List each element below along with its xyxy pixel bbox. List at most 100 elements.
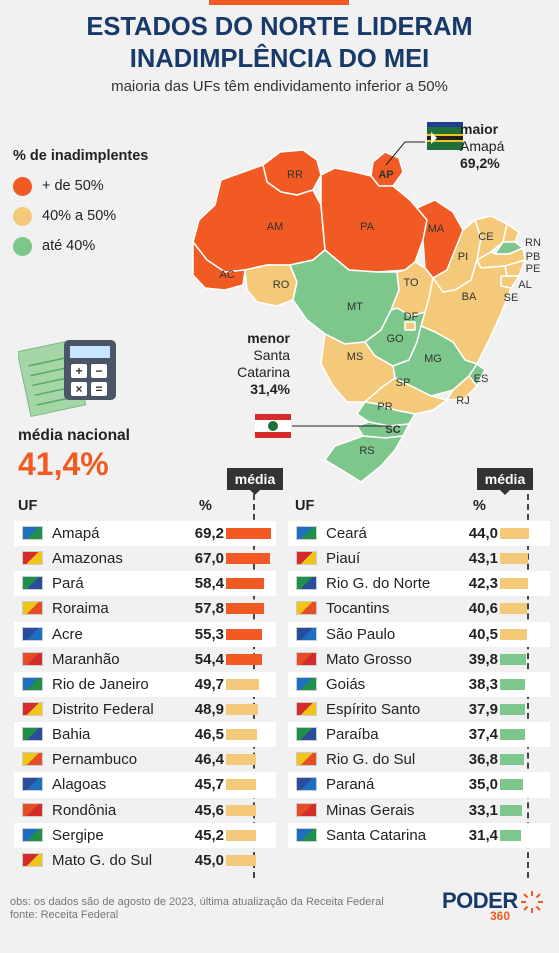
- state-name: Rio de Janeiro: [52, 675, 149, 693]
- value-bar: [226, 854, 256, 866]
- legend-item-mid: 40% a 50%: [13, 206, 116, 226]
- legend-item-low: até 40%: [13, 236, 95, 256]
- state-flag-icon: [296, 777, 317, 792]
- state-value: 38,3: [468, 675, 498, 693]
- logo-number: 360: [490, 909, 511, 923]
- map-label-RO: RO: [273, 279, 290, 291]
- table-row: Rio G. do Norte 42,3: [288, 571, 550, 597]
- map-label-TO: TO: [403, 277, 419, 289]
- state-RJ: [446, 375, 478, 401]
- value-bar: [226, 703, 259, 715]
- state-flag-icon: [296, 752, 317, 767]
- value-bar: [226, 804, 256, 816]
- table-row: Minas Gerais 33,1: [288, 798, 550, 823]
- map-label-AM: AM: [267, 221, 284, 233]
- table-row: Amapá 69,2: [14, 521, 276, 547]
- maior-callout: maior Amapá 69,2%: [460, 121, 520, 172]
- top-accent-bar: [209, 0, 349, 5]
- state-flag-icon: [296, 827, 317, 842]
- table-row: Mato Grosso 39,8: [288, 647, 550, 672]
- media-tag-right: média: [477, 468, 533, 495]
- state-flag-icon: [22, 777, 43, 792]
- state-flag-icon: [22, 551, 43, 566]
- maior-value: 69,2%: [460, 155, 500, 171]
- map-label-RS: RS: [359, 445, 374, 457]
- state-flag-icon: [296, 551, 317, 566]
- state-name: Pernambuco: [52, 751, 138, 769]
- map-label-SE: SE: [504, 292, 519, 304]
- state-value: 37,4: [468, 726, 498, 744]
- state-name: Goiás: [326, 675, 366, 693]
- table-row: Ceará 44,0: [288, 521, 550, 547]
- value-bar: [226, 653, 262, 665]
- map-label-ES: ES: [474, 373, 489, 385]
- logo-text: PODER: [442, 888, 518, 913]
- value-bar: [226, 754, 257, 766]
- state-value: 49,7: [194, 675, 224, 693]
- map-label-PE: PE: [526, 263, 541, 275]
- map-label-BA: BA: [462, 291, 477, 303]
- map-label-AL: AL: [518, 279, 531, 291]
- table-row: Mato G. do Sul 45,0: [14, 848, 276, 873]
- state-CE: [474, 215, 508, 261]
- value-bar: [500, 729, 525, 741]
- table-row: Alagoas 45,7: [14, 772, 276, 798]
- state-flag-icon: [22, 676, 43, 691]
- sunburst-icon: [521, 891, 543, 913]
- table-row: Acre 55,3: [14, 621, 276, 647]
- value-bar: [500, 528, 529, 539]
- santa-catarina-flag-icon: [255, 414, 291, 438]
- value-bar: [226, 553, 271, 565]
- state-value: 42,3: [468, 575, 498, 593]
- footnote-source: fonte: Receita Federal: [10, 909, 119, 921]
- map-label-AC: AC: [219, 269, 234, 281]
- state-flag-icon: [22, 576, 43, 591]
- state-value: 37,9: [468, 700, 498, 718]
- footnote-note: obs: os dados são de agosto de 2023, últ…: [10, 896, 384, 908]
- state-name: Roraima: [52, 600, 109, 618]
- map-label-RR: RR: [287, 169, 303, 181]
- map-label-PI: PI: [458, 251, 468, 263]
- state-flag-icon: [296, 701, 317, 716]
- maior-label: maior: [460, 121, 499, 137]
- map-label-SC: SC: [385, 424, 400, 436]
- state-name: Mato Grosso: [326, 650, 412, 668]
- state-flag-icon: [296, 651, 317, 666]
- state-name: Alagoas: [52, 776, 107, 794]
- media-tag-left: média: [227, 468, 283, 495]
- value-bar: [500, 703, 525, 715]
- state-flag-icon: [22, 626, 43, 641]
- map-label-AP: AP: [378, 169, 393, 181]
- state-name: Bahia: [52, 726, 91, 744]
- svg-text:=: =: [95, 382, 102, 396]
- state-name: Ceará: [326, 525, 367, 542]
- state-name: Maranhão: [52, 650, 120, 668]
- state-name: Tocantins: [326, 600, 390, 618]
- map-label-DF: DF: [404, 311, 419, 323]
- state-name: Santa Catarina: [326, 826, 427, 844]
- table-row: Maranhão 54,4: [14, 647, 276, 672]
- state-name: Paraná: [326, 776, 375, 794]
- state-value: 46,5: [194, 726, 224, 744]
- state-value: 44,0: [468, 525, 498, 542]
- value-bar: [500, 578, 528, 590]
- map-label-CE: CE: [478, 231, 493, 243]
- value-bar: [226, 528, 272, 539]
- state-flag-icon: [22, 827, 43, 842]
- col-header-uf-left: UF: [18, 498, 38, 514]
- svg-text:×: ×: [75, 382, 82, 396]
- value-bar: [226, 603, 264, 615]
- value-bar: [500, 804, 522, 816]
- legend-dot-high: [13, 176, 32, 196]
- state-name: Mato G. do Sul: [52, 851, 153, 869]
- map-label-MG: MG: [424, 353, 442, 365]
- maior-state: Amapá: [460, 138, 505, 154]
- national-average-label: média nacional: [18, 427, 130, 444]
- state-value: 39,8: [468, 650, 498, 668]
- state-flag-icon: [296, 727, 317, 742]
- table-row: Goiás 38,3: [288, 671, 550, 697]
- footnote: obs: os dados são de agosto de 2023, últ…: [10, 896, 384, 922]
- state-flag-icon: [22, 802, 43, 817]
- state-flag-icon: [296, 601, 317, 616]
- state-name: Amazonas: [52, 550, 123, 568]
